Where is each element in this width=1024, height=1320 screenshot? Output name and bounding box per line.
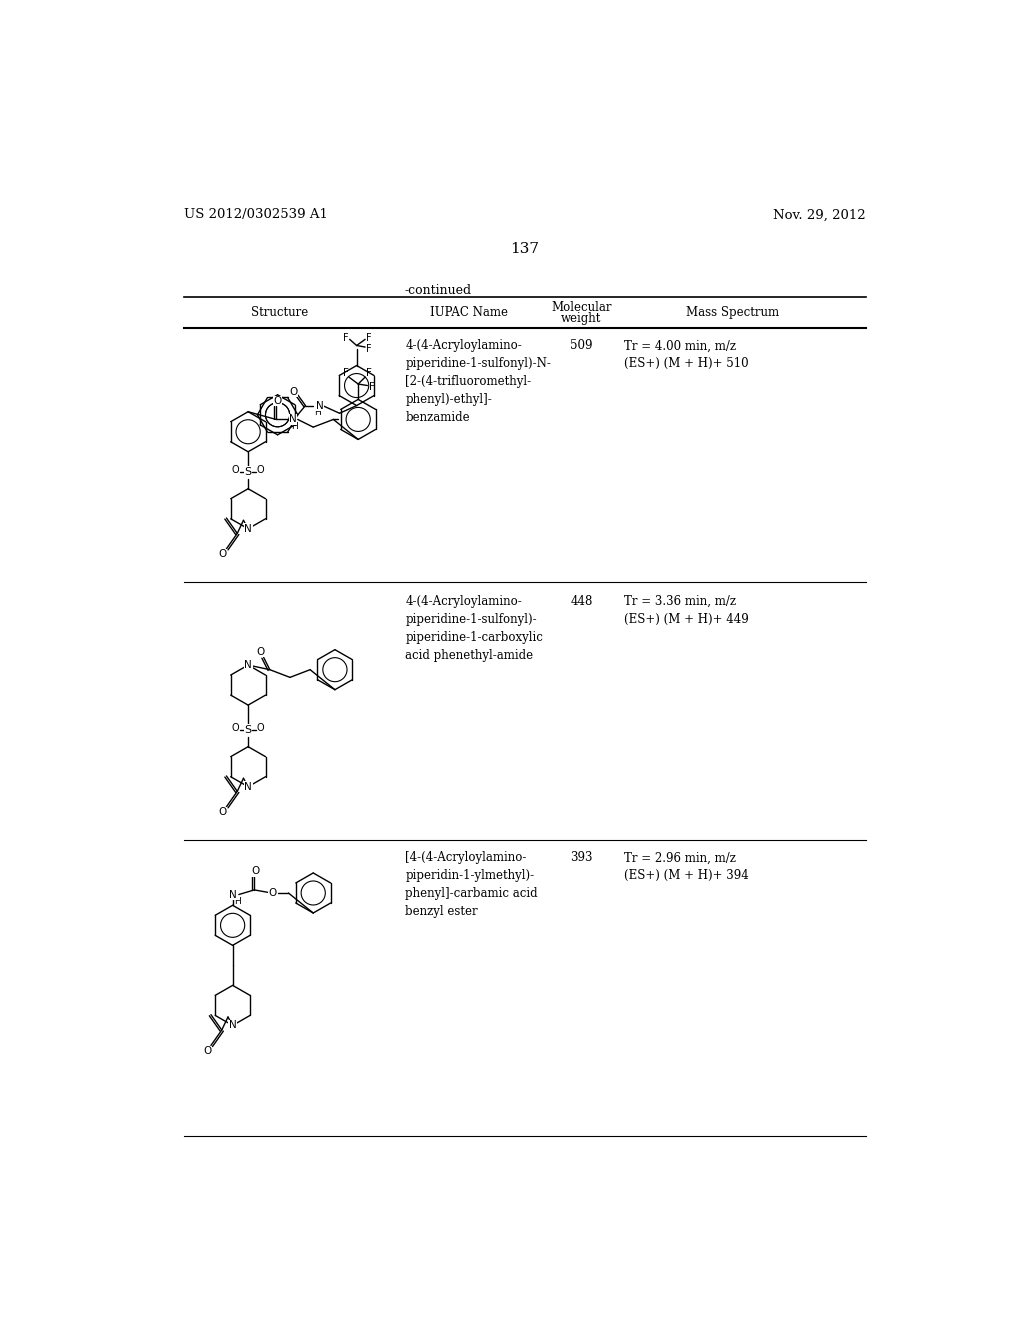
Text: -continued: -continued <box>404 284 472 297</box>
Text: Molecular: Molecular <box>551 301 611 314</box>
Text: O: O <box>203 1045 211 1056</box>
Text: F: F <box>367 368 372 379</box>
Text: O: O <box>218 549 226 560</box>
Text: US 2012/0302539 A1: US 2012/0302539 A1 <box>183 209 328 222</box>
Text: F: F <box>367 343 372 354</box>
Text: H: H <box>314 408 322 417</box>
Text: 509: 509 <box>570 339 593 352</box>
Text: O: O <box>218 807 226 817</box>
Text: O: O <box>273 396 282 407</box>
Text: 137: 137 <box>510 242 540 256</box>
Text: weight: weight <box>561 313 601 326</box>
Text: 393: 393 <box>570 851 593 865</box>
Text: O: O <box>268 888 278 898</box>
Text: H: H <box>291 422 298 430</box>
Text: O: O <box>252 866 260 876</box>
Text: N: N <box>289 414 297 425</box>
Text: H: H <box>233 898 241 906</box>
Text: O: O <box>257 465 264 475</box>
Text: F: F <box>370 381 375 392</box>
Text: N: N <box>245 781 252 792</box>
Text: 4-(4-Acryloylamino-
piperidine-1-sulfonyl)-N-
[2-(4-trifluoromethyl-
phenyl)-eth: 4-(4-Acryloylamino- piperidine-1-sulfony… <box>406 339 551 424</box>
Text: S: S <box>245 725 252 735</box>
Text: F: F <box>343 368 349 379</box>
Text: F: F <box>343 333 348 343</box>
Text: Mass Spectrum: Mass Spectrum <box>686 306 779 319</box>
Text: N: N <box>245 660 252 671</box>
Text: O: O <box>289 387 297 397</box>
Text: N: N <box>228 890 237 899</box>
Text: N: N <box>228 1020 237 1031</box>
Text: S: S <box>245 467 252 477</box>
Text: O: O <box>231 723 240 733</box>
Text: 4-(4-Acryloylamino-
piperidine-1-sulfonyl)-
piperidine-1-carboxylic
acid pheneth: 4-(4-Acryloylamino- piperidine-1-sulfony… <box>406 595 544 663</box>
Text: Tr = 3.36 min, m/z
(ES+) (M + H)+ 449: Tr = 3.36 min, m/z (ES+) (M + H)+ 449 <box>624 595 749 626</box>
Text: Nov. 29, 2012: Nov. 29, 2012 <box>773 209 866 222</box>
Text: Tr = 4.00 min, m/z
(ES+) (M + H)+ 510: Tr = 4.00 min, m/z (ES+) (M + H)+ 510 <box>624 339 749 371</box>
Text: IUPAC Name: IUPAC Name <box>430 306 508 319</box>
Text: F: F <box>367 333 372 343</box>
Text: O: O <box>231 465 240 475</box>
Text: O: O <box>256 647 264 657</box>
Text: 448: 448 <box>570 595 593 609</box>
Text: [4-(4-Acryloylamino-
piperidin-1-ylmethyl)-
phenyl]-carbamic acid
benzyl ester: [4-(4-Acryloylamino- piperidin-1-ylmethy… <box>406 851 538 919</box>
Text: N: N <box>245 524 252 533</box>
Text: O: O <box>257 723 264 733</box>
Text: N: N <box>315 400 324 411</box>
Text: Structure: Structure <box>251 306 308 319</box>
Text: Tr = 2.96 min, m/z
(ES+) (M + H)+ 394: Tr = 2.96 min, m/z (ES+) (M + H)+ 394 <box>624 851 749 882</box>
